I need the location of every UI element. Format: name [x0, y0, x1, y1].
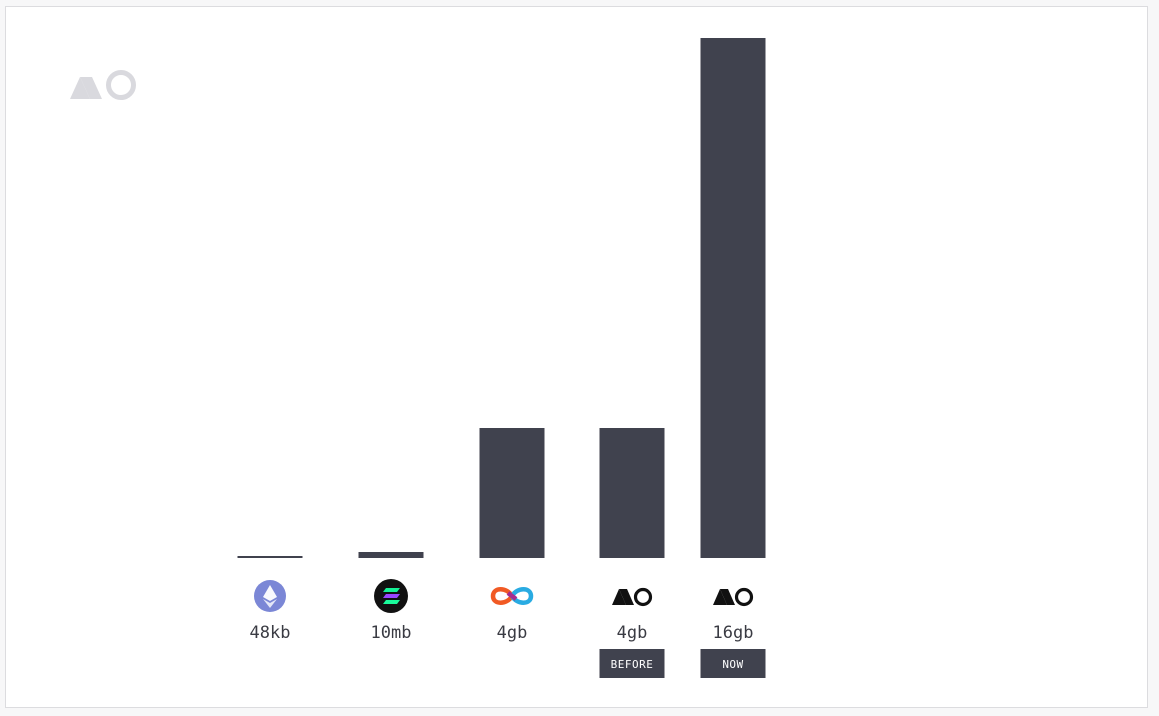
memory-bar-chart: 48kb 10mb 4gb 4gb BEFORE 16gb NOW: [237, 38, 766, 678]
ethereum-icon: [254, 580, 286, 612]
internet-computer-icon: [490, 587, 534, 605]
badge-before: [599, 649, 665, 678]
value-label: 48kb: [250, 623, 291, 643]
value-label: 10mb: [371, 623, 412, 643]
bar-5: [700, 38, 766, 558]
bar-1: [237, 556, 303, 558]
badge-label: NOW: [722, 658, 743, 671]
bar-3: [479, 428, 545, 558]
value-label: 4gb: [617, 623, 648, 643]
ao-logo-icon: [713, 587, 754, 607]
ao-logo-icon: [612, 587, 653, 607]
badge-now: [700, 649, 766, 678]
value-label: 16gb: [713, 623, 754, 643]
badge-label: BEFORE: [611, 658, 654, 671]
slide: 48kb 10mb 4gb 4gb BEFORE 16gb NOW: [5, 6, 1148, 708]
bar-2: [358, 552, 424, 558]
ao-watermark-logo: [70, 70, 136, 100]
solana-icon: [374, 579, 408, 613]
value-label: 4gb: [497, 623, 528, 643]
bar-4: [599, 428, 665, 558]
